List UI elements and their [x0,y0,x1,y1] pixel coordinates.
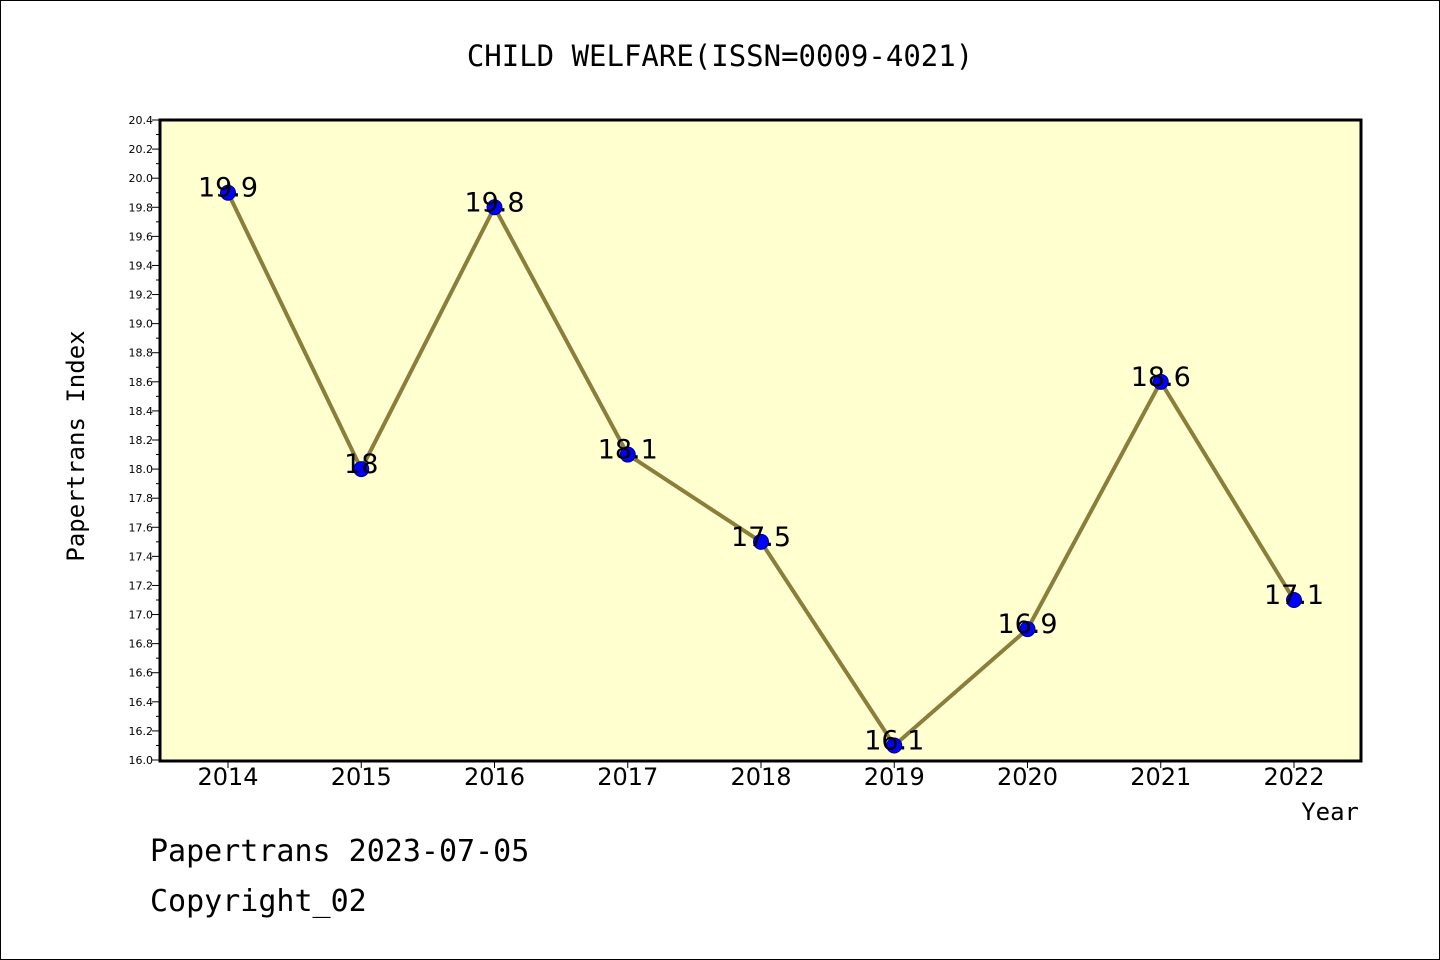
y-tick-label: 17.6 [129,521,154,534]
y-tick-label: 20.0 [129,172,154,185]
y-tick-label: 19.2 [129,289,154,302]
y-tick-label: 18.6 [129,376,154,389]
x-axis-label: Year [1301,798,1359,826]
y-axis: 16.0 16.2 16.4 16.6 16.8 17.0 17.2 17.4 17.6 17.8… [129,114,160,767]
y-tick-label: 19.8 [129,201,154,214]
data-label: 17.5 [731,522,791,553]
data-label: 19.9 [198,173,258,204]
y-tick-label: 19.4 [129,259,154,272]
y-tick-label: 16.2 [129,725,154,738]
plot-border [158,118,1363,763]
y-tick-label: 18.8 [129,347,154,360]
data-label: 16.1 [864,725,924,756]
x-axis: 2014 2015 2016 2017 2018 2019 2020 2021 2022 [197,760,1325,791]
y-tick-label: 18.0 [129,463,154,476]
data-point [1286,592,1302,608]
y-tick-label: 17.4 [129,550,154,563]
footer-date: Papertrans 2023-07-05 [150,834,530,869]
data-point [619,446,636,463]
series-markers [220,184,1302,754]
chart-title: CHILD WELFARE(ISSN=0009-4021) [467,39,973,73]
y-tick-label: 18.2 [129,434,154,447]
data-label: 16.9 [997,609,1057,640]
data-label: 19.8 [464,187,524,218]
data-labels: 19.9 18 19.8 18.1 17.5 16.1 16.9 18.6 17.1 [198,173,1324,757]
y-tick-label: 17.0 [129,609,154,622]
y-tick-label: 16.0 [129,754,154,767]
y-tick-label: 19.0 [129,318,154,331]
data-point [753,533,769,550]
data-point [486,199,503,216]
y-tick-label: 20.4 [129,114,154,127]
y-tick-label: 16.8 [129,638,154,651]
data-label: 18 [344,449,378,480]
x-tick-label: 2022 [1263,763,1324,791]
data-point [886,737,903,754]
x-tick-label: 2014 [197,763,258,791]
plot-area [160,120,1361,761]
y-axis-label: Papertrans Index [62,330,90,561]
x-tick-label: 2015 [331,763,392,791]
y-tick-label: 19.6 [129,230,154,243]
x-tick-label: 2021 [1130,763,1191,791]
data-label: 17.1 [1264,580,1324,611]
data-point [1019,621,1036,638]
data-point [220,184,236,201]
data-point [353,461,370,478]
x-tick-label: 2016 [464,763,525,791]
y-tick-label: 18.4 [129,405,154,418]
y-tick-label: 17.2 [129,579,154,592]
y-tick-label: 20.2 [129,143,154,156]
x-tick-label: 2017 [597,763,658,791]
data-label: 18.1 [598,435,658,466]
x-tick-label: 2019 [864,763,925,791]
data-label: 18.6 [1131,362,1191,393]
x-tick-label: 2018 [730,763,791,791]
x-tick-label: 2020 [997,763,1058,791]
data-point [1152,373,1169,390]
y-tick-label: 16.4 [129,696,154,709]
y-tick-label: 17.8 [129,492,154,505]
footer-copyright: Copyright_02 [150,884,367,919]
y-tick-label: 16.6 [129,667,154,680]
